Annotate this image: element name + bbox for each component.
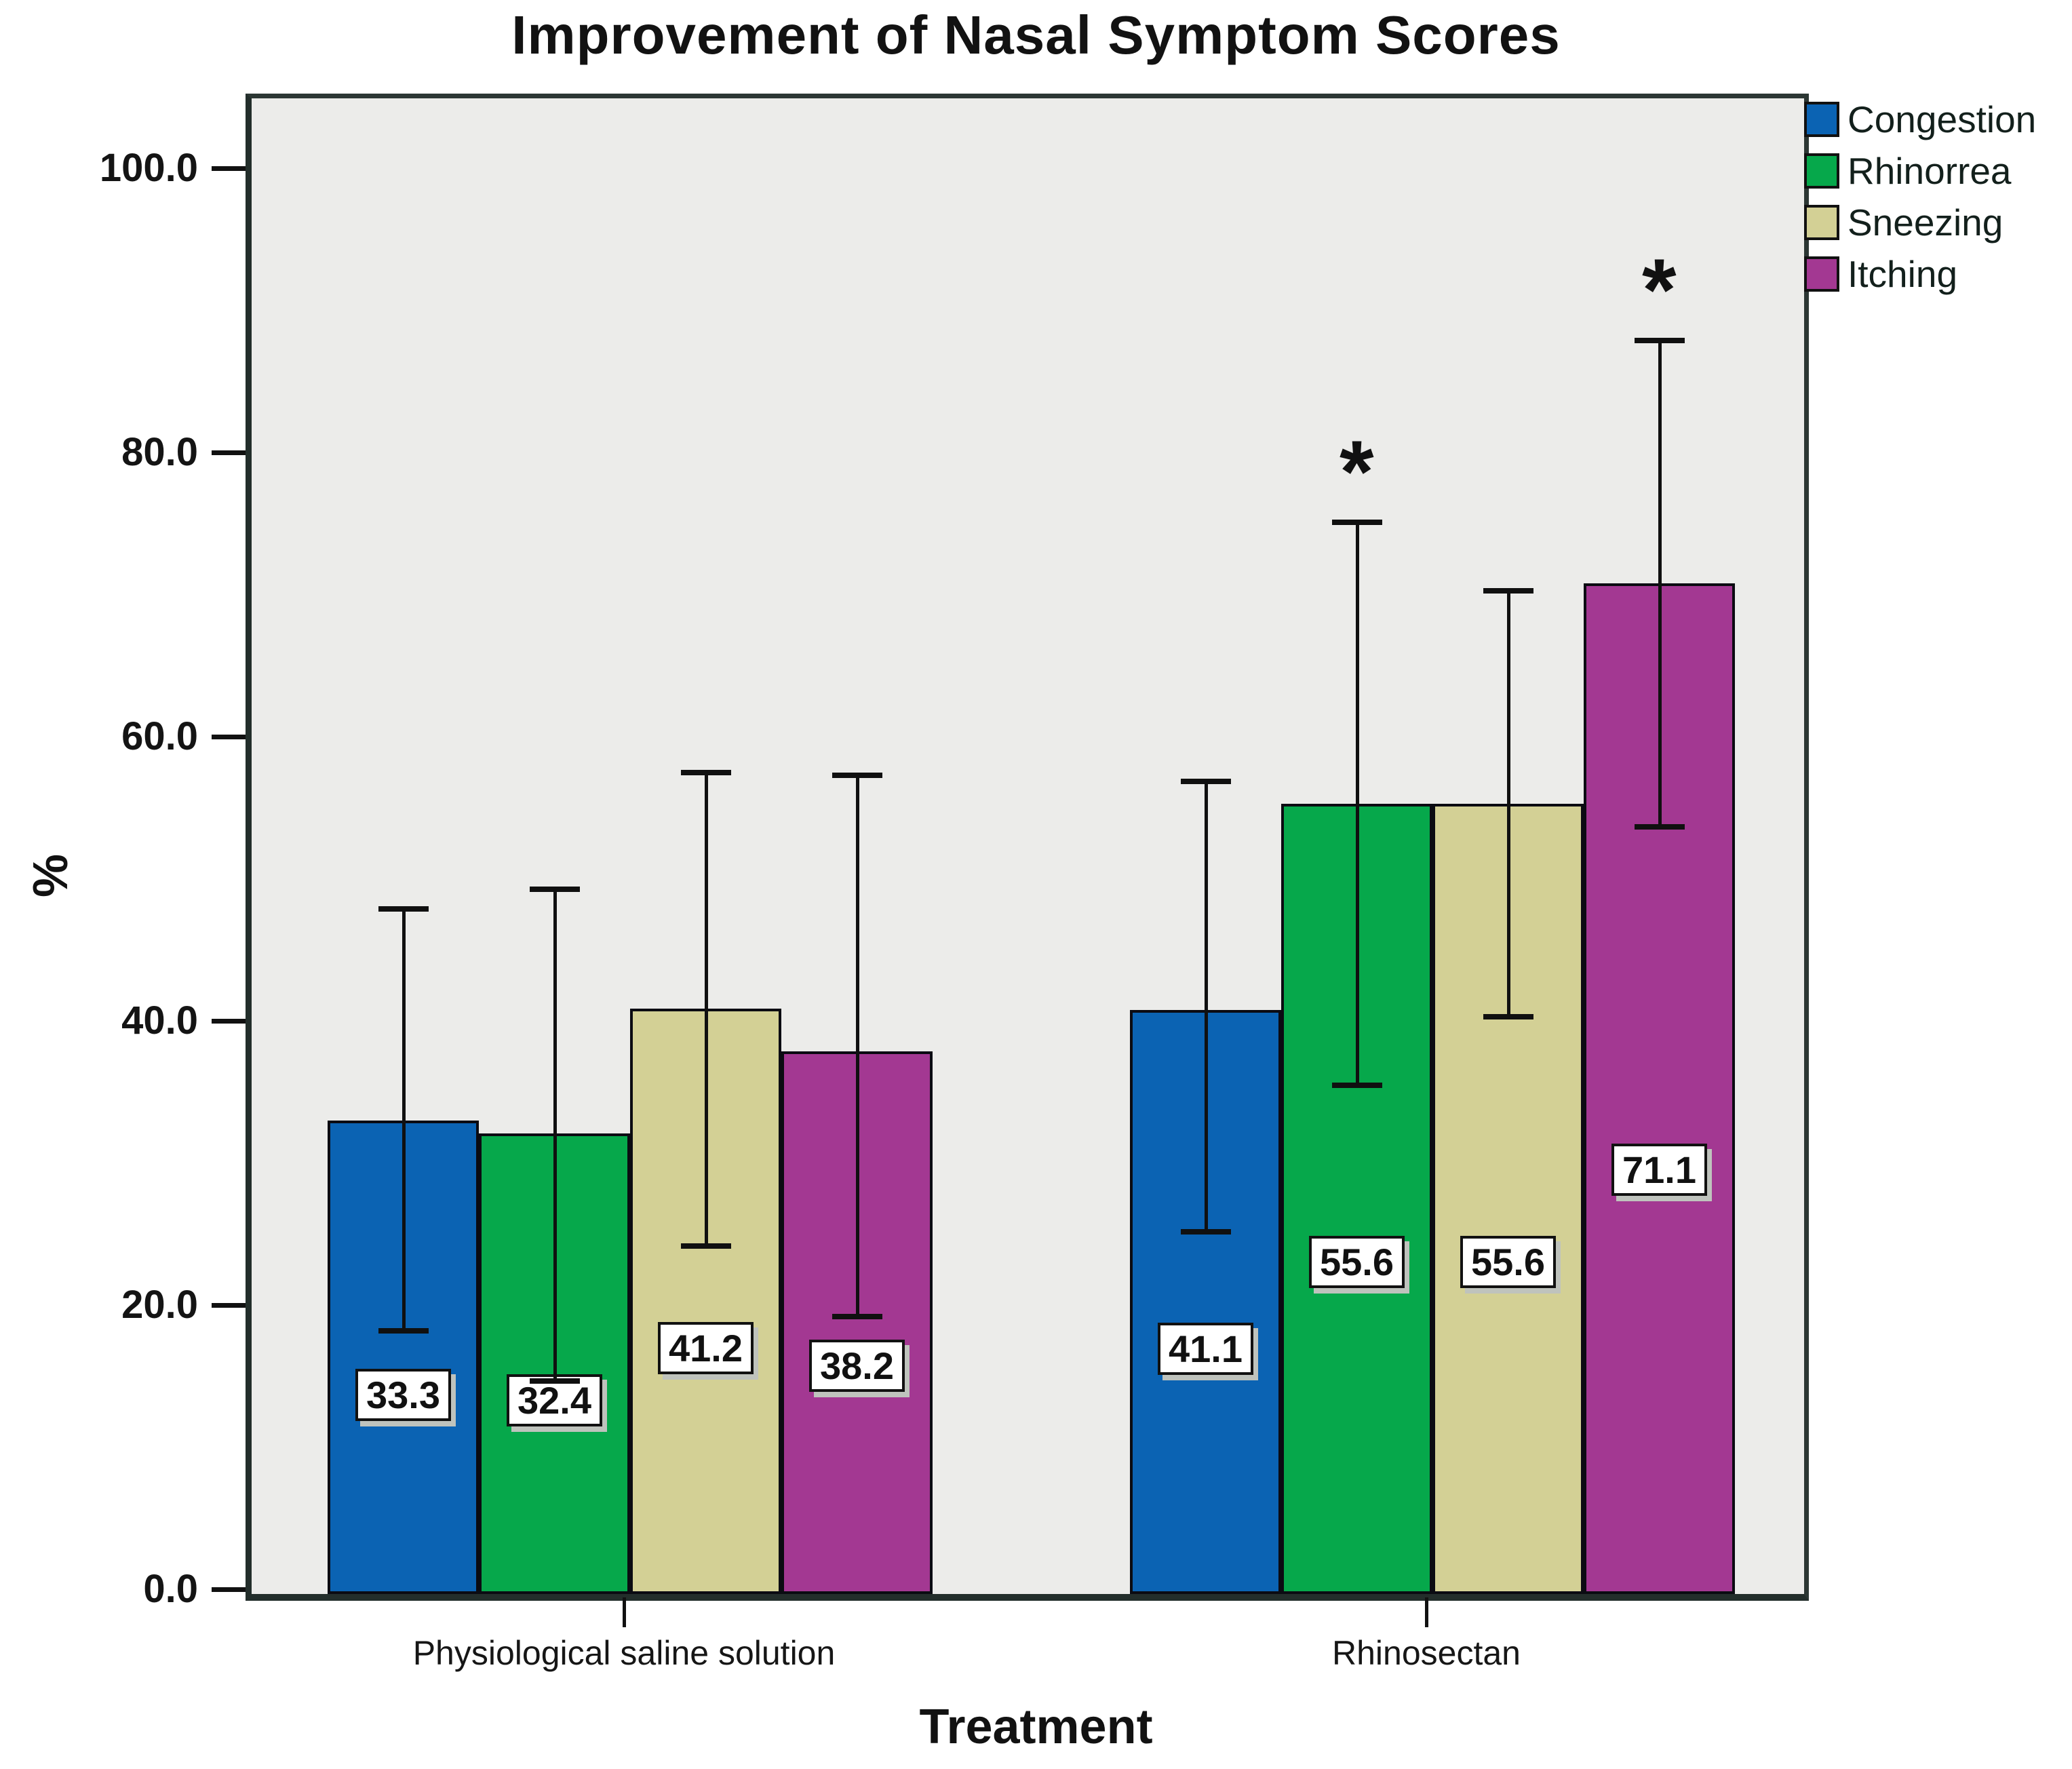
legend-item-sneezing: Sneezing — [1804, 201, 2036, 244]
error-bar-rhinorrea-rhinosectan — [1355, 522, 1359, 1085]
plot-area: 33.3 41.1 32.4 55.6 * 41.2 55.6 38.2 71.1 * — [246, 94, 1809, 1601]
x-category-label-rhinosectan: Rhinosectan — [1332, 1634, 1521, 1672]
y-tick-label: 0.0 — [143, 1567, 198, 1611]
legend: Congestion Rhinorrea Sneezing Itching — [1804, 98, 2037, 307]
error-cap-upper-congestion-rhinosectan — [1180, 778, 1231, 784]
error-cap-lower-sneezing-rhinosectan — [1483, 1014, 1533, 1020]
legend-item-itching: Itching — [1804, 253, 2036, 295]
value-label-congestion-rhinosectan: 41.1 — [1158, 1322, 1253, 1375]
error-cap-upper-itching-rhinosectan — [1634, 338, 1685, 344]
y-tick-label: 60.0 — [121, 714, 198, 758]
error-cap-upper-sneezing-physiological-saline-solution — [680, 770, 731, 776]
error-cap-lower-rhinorrea-physiological-saline-solution — [529, 1378, 580, 1384]
y-tick-mark-60.0 — [212, 735, 246, 739]
error-cap-upper-itching-physiological-saline-solution — [832, 773, 882, 779]
x-category-label-physiological-saline-solution: Physiological saline solution — [412, 1634, 836, 1672]
value-label-itching-rhinosectan: 71.1 — [1611, 1143, 1707, 1196]
error-bar-itching-rhinosectan — [1658, 341, 1662, 827]
legend-swatch-sneezing — [1804, 205, 1839, 240]
legend-item-congestion: Congestion — [1804, 98, 2037, 140]
error-cap-lower-congestion-rhinosectan — [1180, 1228, 1231, 1235]
x-axis-title: Treatment — [919, 1700, 1153, 1754]
error-bar-rhinorrea-physiological-saline-solution — [553, 889, 557, 1381]
legend-label: Sneezing — [1848, 201, 2003, 244]
y-tick-mark-0.0 — [212, 1587, 246, 1592]
y-tick-mark-80.0 — [212, 450, 246, 455]
error-cap-lower-rhinorrea-rhinosectan — [1331, 1082, 1382, 1088]
error-bar-sneezing-rhinosectan — [1506, 590, 1510, 1017]
x-tick-mark-rhinosectan — [1425, 1597, 1428, 1627]
legend-swatch-itching — [1804, 256, 1839, 292]
legend-label: Rhinorrea — [1848, 150, 2012, 192]
legend-swatch-congestion — [1804, 102, 1839, 137]
y-tick-mark-20.0 — [212, 1303, 246, 1308]
error-bar-sneezing-physiological-saline-solution — [704, 773, 708, 1246]
value-label-rhinorrea-physiological-saline-solution: 32.4 — [507, 1374, 602, 1427]
error-cap-upper-rhinorrea-physiological-saline-solution — [529, 886, 580, 892]
y-tick-mark-40.0 — [212, 1019, 246, 1024]
y-tick-label: 100.0 — [99, 146, 198, 190]
error-cap-upper-sneezing-rhinosectan — [1483, 587, 1533, 594]
legend-label: Congestion — [1848, 98, 2037, 140]
error-cap-upper-rhinorrea-rhinosectan — [1331, 520, 1382, 526]
y-tick-label: 40.0 — [121, 998, 198, 1043]
value-label-itching-physiological-saline-solution: 38.2 — [809, 1340, 905, 1393]
y-tick-label: 80.0 — [121, 430, 198, 474]
y-axis-label: % — [24, 853, 78, 898]
error-cap-upper-congestion-physiological-saline-solution — [378, 906, 429, 912]
value-label-sneezing-physiological-saline-solution: 41.2 — [658, 1321, 754, 1374]
y-tick-label: 20.0 — [121, 1283, 198, 1327]
value-label-congestion-physiological-saline-solution: 33.3 — [355, 1369, 451, 1422]
value-label-rhinorrea-rhinosectan: 55.6 — [1309, 1236, 1405, 1289]
legend-item-rhinorrea: Rhinorrea — [1804, 150, 2036, 192]
value-label-sneezing-rhinosectan: 55.6 — [1460, 1236, 1556, 1289]
x-tick-mark-physiological-saline-solution — [623, 1597, 626, 1627]
error-cap-lower-congestion-physiological-saline-solution — [378, 1328, 429, 1334]
y-tick-mark-100.0 — [212, 166, 246, 171]
error-cap-lower-sneezing-physiological-saline-solution — [680, 1243, 731, 1249]
error-bar-congestion-rhinosectan — [1204, 781, 1208, 1232]
significance-asterisk-itching-rhinosectan: * — [1642, 240, 1677, 340]
error-cap-lower-itching-physiological-saline-solution — [832, 1314, 882, 1320]
significance-asterisk-rhinorrea-rhinosectan: * — [1340, 422, 1374, 522]
legend-swatch-rhinorrea — [1804, 153, 1839, 189]
error-bar-congestion-physiological-saline-solution — [402, 909, 406, 1331]
error-cap-lower-itching-rhinosectan — [1634, 823, 1685, 830]
chart-title: Improvement of Nasal Symptom Scores — [511, 5, 1561, 65]
legend-label: Itching — [1848, 253, 1958, 295]
error-bar-itching-physiological-saline-solution — [855, 775, 859, 1317]
